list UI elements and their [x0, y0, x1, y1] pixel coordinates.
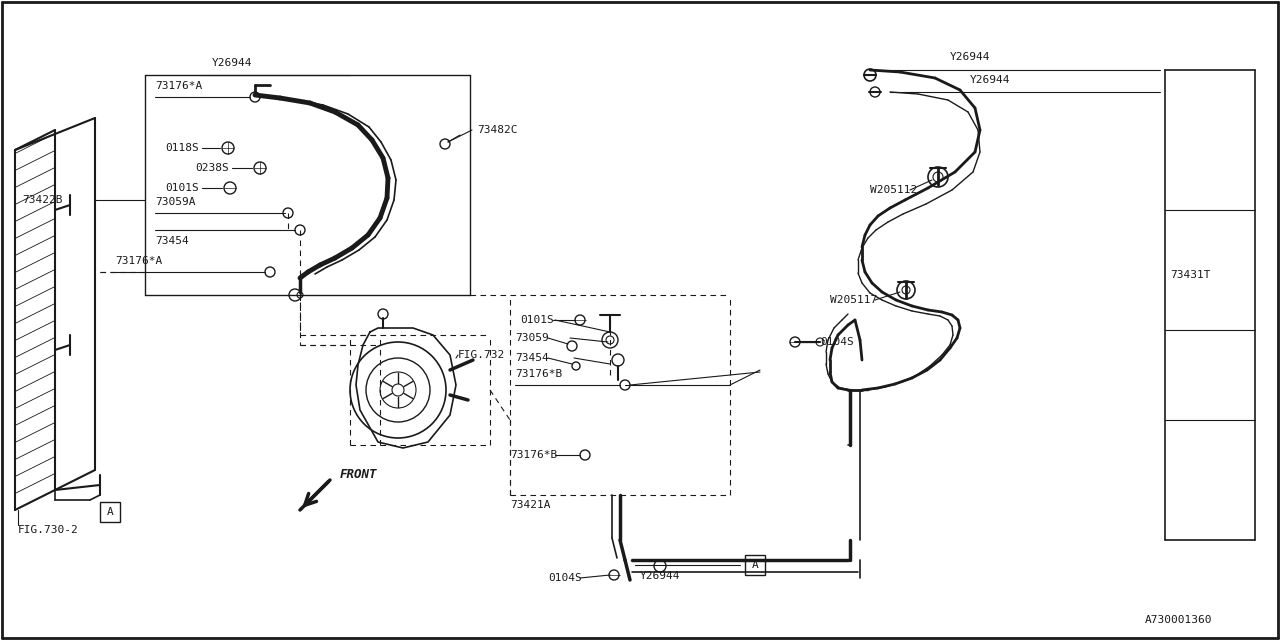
Text: A: A	[751, 560, 758, 570]
Text: FRONT: FRONT	[340, 468, 378, 481]
Text: 73482C: 73482C	[477, 125, 517, 135]
Text: 0104S: 0104S	[548, 573, 581, 583]
Text: 73431T: 73431T	[1170, 270, 1211, 280]
Text: A: A	[106, 507, 114, 517]
Text: Y26944: Y26944	[970, 75, 1010, 85]
Text: FIG.730-2: FIG.730-2	[18, 525, 79, 535]
Text: 73454: 73454	[155, 236, 188, 246]
Text: 0238S: 0238S	[195, 163, 229, 173]
Text: 73176*A: 73176*A	[155, 81, 202, 91]
Text: 0101S: 0101S	[165, 183, 198, 193]
Text: 73059A: 73059A	[155, 197, 196, 207]
Circle shape	[392, 384, 404, 396]
Text: 73422B: 73422B	[22, 195, 63, 205]
Text: 73454: 73454	[515, 353, 549, 363]
Text: 0101S: 0101S	[520, 315, 554, 325]
Text: 73176*B: 73176*B	[509, 450, 557, 460]
Text: 73176*A: 73176*A	[115, 256, 163, 266]
Text: 73421A: 73421A	[509, 500, 550, 510]
Text: Y26944: Y26944	[640, 571, 680, 581]
Text: 0118S: 0118S	[165, 143, 198, 153]
Text: W205112: W205112	[870, 185, 918, 195]
Text: FIG.732: FIG.732	[458, 350, 506, 360]
Text: Y26944: Y26944	[950, 52, 991, 62]
Text: A730001360: A730001360	[1146, 615, 1212, 625]
Text: W205117: W205117	[829, 295, 877, 305]
Text: 73059: 73059	[515, 333, 549, 343]
Text: 0104S: 0104S	[820, 337, 854, 347]
Bar	[100, 502, 120, 522]
Text: 73176*B: 73176*B	[515, 369, 562, 379]
Bar	[745, 555, 765, 575]
Text: Y26944: Y26944	[211, 58, 252, 68]
